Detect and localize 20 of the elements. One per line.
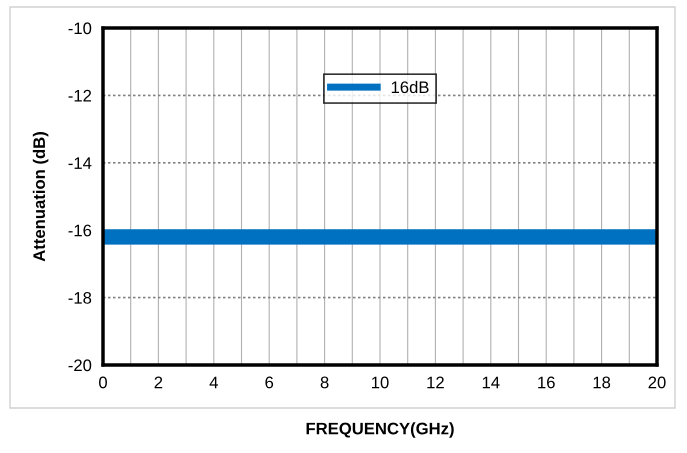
- y-tick-label: -20: [68, 359, 92, 372]
- y-tick-label: -14: [68, 157, 92, 169]
- x-axis-title: FREQUENCY(GHz): [306, 422, 454, 438]
- y-tick-label: -12: [68, 90, 92, 102]
- x-tick-label: 16: [538, 376, 555, 388]
- x-tick-label: 20: [648, 376, 666, 388]
- x-tick-label: 8: [320, 376, 329, 388]
- x-tick-label: 12: [427, 376, 444, 388]
- x-tick-label: 14: [482, 376, 500, 388]
- x-tick-label: 4: [210, 376, 218, 388]
- legend-label: 16dB: [392, 80, 429, 94]
- x-tick-label: 6: [265, 376, 274, 388]
- x-tick-label: 18: [594, 376, 610, 388]
- y-tick-label: -16: [68, 224, 92, 236]
- x-tick-label: 10: [372, 376, 389, 388]
- x-tick-label: 2: [154, 376, 162, 388]
- y-tick-label: -18: [68, 292, 92, 304]
- y-axis-title: Attenuation (dB): [32, 132, 48, 262]
- x-tick-label: 0: [99, 376, 107, 388]
- y-tick-label: -10: [68, 22, 92, 34]
